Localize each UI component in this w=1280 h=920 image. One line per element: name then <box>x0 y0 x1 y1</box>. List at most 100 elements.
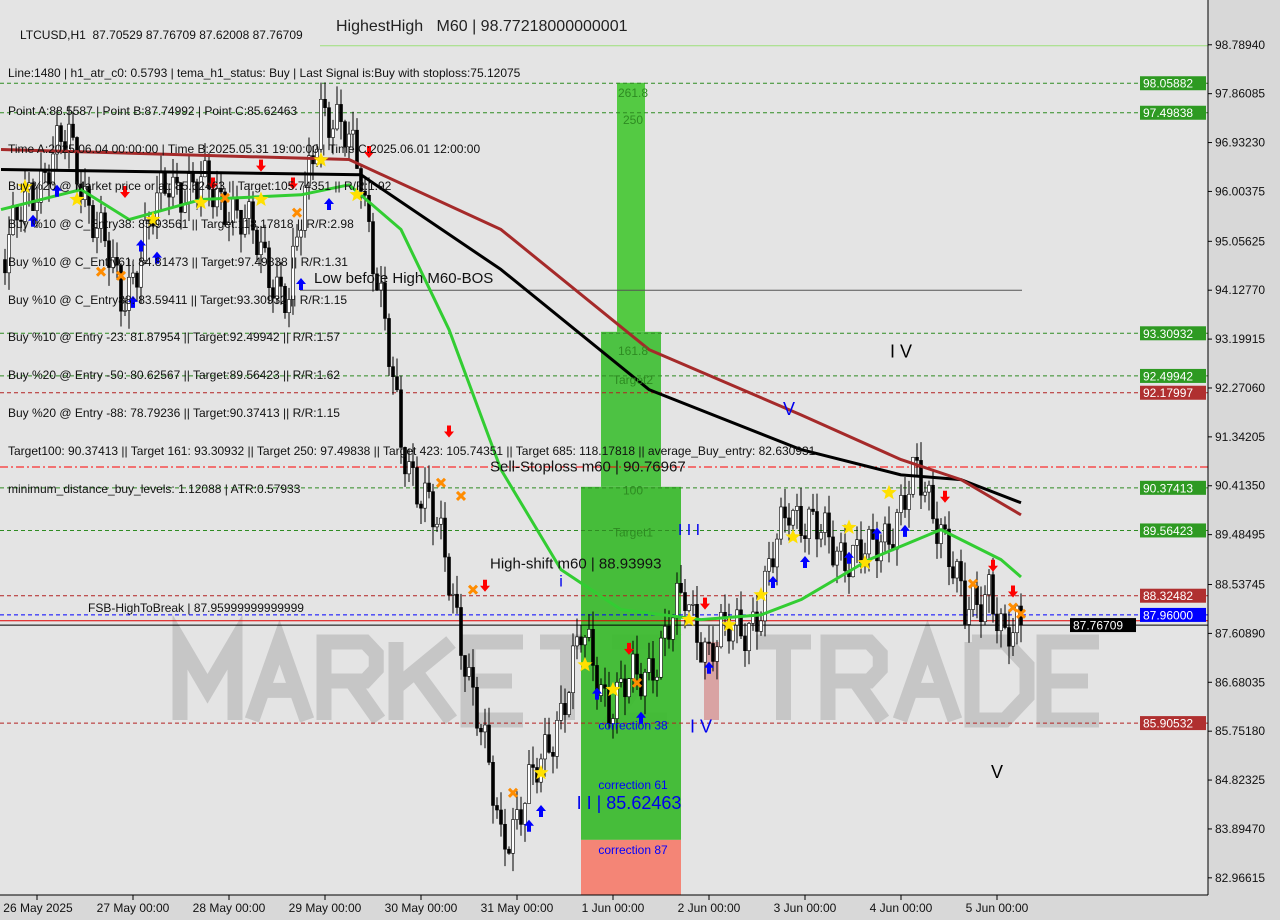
candle-body <box>271 287 275 299</box>
wave-label: I I I <box>678 522 700 539</box>
info-line: Time A:2025.06.04 00:00:00 | Time B:2025… <box>8 141 481 156</box>
sell-stoploss-label: Sell-Stoploss m60 | 90.76967 <box>490 458 686 475</box>
candle-body <box>703 641 707 663</box>
candle-body <box>711 643 715 662</box>
candle-body <box>907 493 911 510</box>
price-level-tag-label: 87.76709 <box>1073 619 1123 633</box>
wave-label: I V <box>690 716 712 736</box>
watermark-letter <box>820 634 888 720</box>
y-tick-label: 90.41350 <box>1215 479 1265 493</box>
price-level-tag <box>1140 480 1206 495</box>
x-tick-label: 1 Jun 00:00 <box>582 901 645 915</box>
candle-body <box>699 642 703 663</box>
star-marker-icon <box>313 152 329 167</box>
candle-body <box>279 276 283 287</box>
candle-body <box>303 185 307 231</box>
star-marker-icon <box>721 616 737 632</box>
candle-body <box>851 545 855 578</box>
candle-body <box>387 318 391 367</box>
candle-body <box>227 222 231 225</box>
price-level-tag-label: 92.17997 <box>1143 386 1193 400</box>
candle-body <box>859 539 863 564</box>
candle-body <box>139 260 143 288</box>
candle-body <box>719 612 723 648</box>
y-tick-label: 97.86085 <box>1215 87 1265 101</box>
moving-average-line <box>0 148 1022 517</box>
sell-arrow-icon <box>940 490 950 503</box>
candle-body <box>807 508 811 539</box>
candle-body <box>567 692 571 715</box>
candle-body <box>787 517 791 526</box>
candle-body <box>1015 605 1019 634</box>
candle-body <box>31 182 35 211</box>
candle-body <box>471 667 475 688</box>
y-tick-label: 94.12770 <box>1215 283 1265 297</box>
info-line: Buy %10 @ C_Entry61: 84.81473 || Target:… <box>8 254 348 269</box>
candle-body <box>319 98 323 150</box>
sell-arrow-icon <box>988 559 998 572</box>
price-axis[interactable]: 98.78940 97.86085 96.93230 96.00375 95.05625… <box>1208 0 1280 920</box>
price-level-tag <box>1140 105 1206 120</box>
time-axis[interactable]: 26 May 2025 27 May 00:00 28 May 00:00 29 Ma… <box>3 895 1029 915</box>
buy-arrow-icon <box>872 527 882 540</box>
candle-body <box>823 512 827 533</box>
candle-body <box>355 129 359 169</box>
moving-averages <box>0 148 1022 622</box>
candle-body <box>923 491 927 496</box>
buy-arrow-icon <box>52 184 62 197</box>
info-line: Line:1480 | h1_atr_c0: 0.5793 | tema_h1_… <box>8 65 521 80</box>
candle-body <box>371 221 375 275</box>
candle-body <box>499 809 503 825</box>
candle-body <box>399 389 403 448</box>
y-tick-label: 96.00375 <box>1215 184 1265 198</box>
candle-body <box>143 219 147 261</box>
buy-arrow-icon <box>592 687 602 700</box>
price-level-tag-label: 88.32482 <box>1143 589 1193 603</box>
candle-body <box>619 678 623 683</box>
candle-body <box>179 182 183 213</box>
candle-body <box>495 805 499 811</box>
candle-body <box>811 508 815 512</box>
candle-body <box>959 561 963 582</box>
candle-body <box>659 637 663 678</box>
candle-body <box>939 524 943 544</box>
axis-background <box>1209 0 1280 920</box>
candle-body <box>339 104 343 122</box>
candle-body <box>59 125 63 142</box>
candle-body <box>587 629 591 638</box>
price-level-tag <box>1140 716 1206 731</box>
candle-body <box>463 655 467 677</box>
candle-body <box>895 512 899 550</box>
candle-body <box>219 188 223 193</box>
moving-average-line <box>0 168 1022 505</box>
buy-arrow-icon <box>900 524 910 537</box>
x-tick-label: 26 May 2025 <box>3 901 73 915</box>
info-line: Buy %20 @ Entry -88: 78.79236 || Target:… <box>8 406 340 420</box>
x-tick-label: 29 May 00:00 <box>289 901 362 915</box>
candle-body <box>307 155 311 187</box>
candle-body <box>819 532 823 540</box>
candle-body <box>523 803 527 825</box>
candle-body <box>419 503 423 509</box>
candle-body <box>651 658 655 681</box>
candle-body <box>563 703 567 715</box>
candle-body <box>951 566 955 579</box>
y-tick-label: 91.34205 <box>1215 430 1265 444</box>
candle-body <box>107 240 111 268</box>
y-tick-label: 87.60890 <box>1215 626 1265 640</box>
buy-arrow-icon <box>844 551 854 564</box>
x-tick-label: 27 May 00:00 <box>97 901 170 915</box>
candle-body <box>167 193 171 198</box>
candle-body <box>351 129 355 135</box>
candle-body <box>423 482 427 509</box>
candle-body <box>839 542 843 552</box>
candle-body <box>947 528 951 568</box>
candle-body <box>627 678 631 698</box>
buy-arrow-icon <box>536 804 546 817</box>
candle-body <box>455 593 459 608</box>
candle-body <box>483 724 487 733</box>
candle-body <box>7 234 11 274</box>
candle-body <box>383 282 387 319</box>
candle-body <box>867 529 871 555</box>
